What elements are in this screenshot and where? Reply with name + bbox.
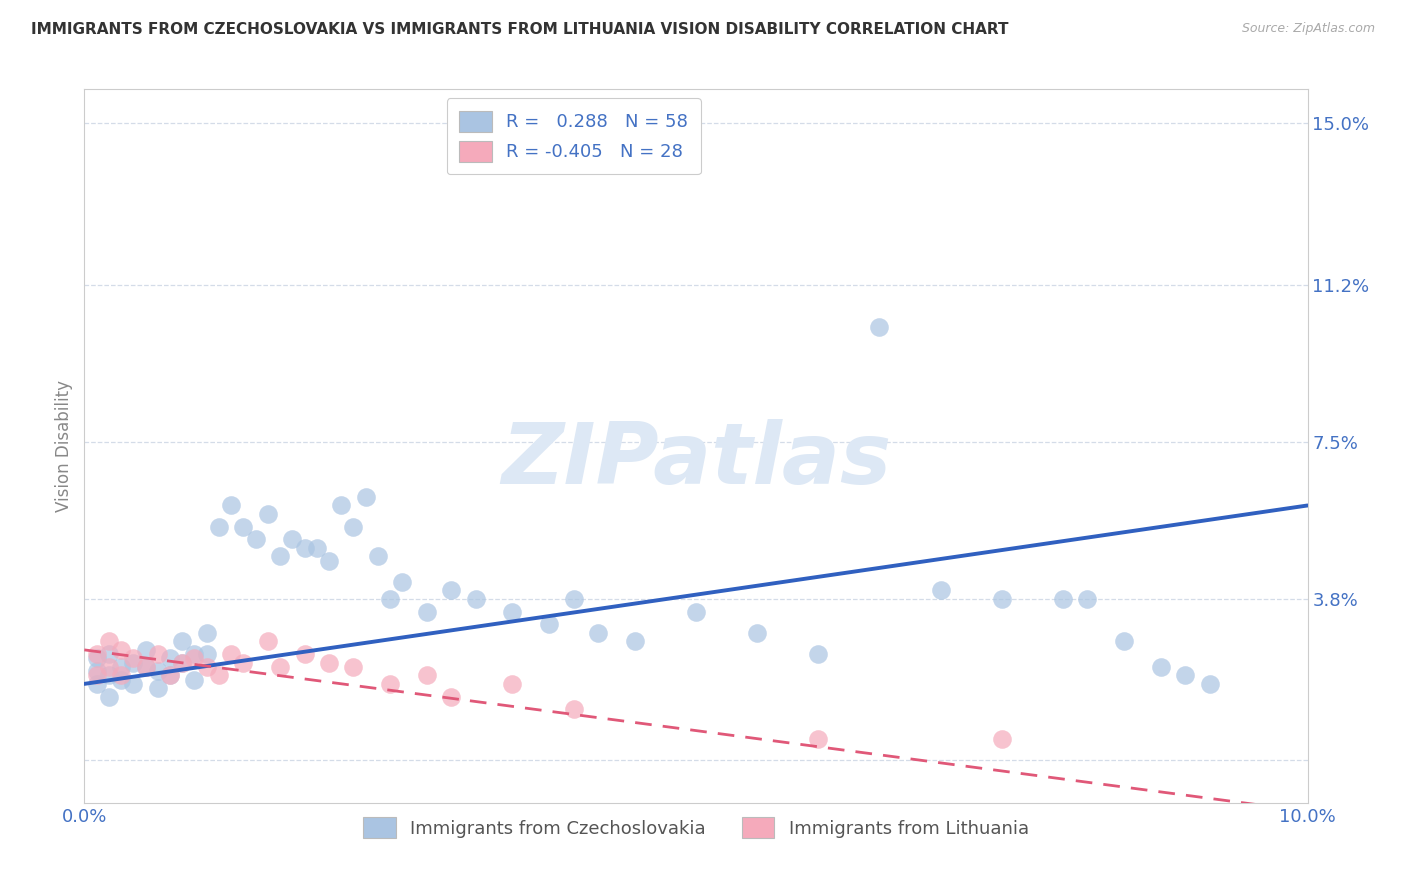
Point xyxy=(232,656,254,670)
Point xyxy=(110,673,132,687)
Point xyxy=(1174,668,1197,682)
Point xyxy=(97,690,120,704)
Point xyxy=(807,732,830,747)
Point xyxy=(929,583,952,598)
Point xyxy=(183,651,205,665)
Point xyxy=(232,519,254,533)
Point xyxy=(195,647,218,661)
Point xyxy=(110,643,132,657)
Point xyxy=(269,549,291,564)
Point xyxy=(342,519,364,533)
Point xyxy=(97,668,120,682)
Point xyxy=(1076,591,1098,606)
Point xyxy=(440,583,463,598)
Point xyxy=(97,647,120,661)
Point xyxy=(110,660,132,674)
Point xyxy=(380,591,402,606)
Point xyxy=(367,549,389,564)
Point xyxy=(991,732,1014,747)
Point xyxy=(208,519,231,533)
Point xyxy=(562,702,585,716)
Point xyxy=(269,660,291,674)
Point xyxy=(219,647,242,661)
Point xyxy=(97,660,120,674)
Point xyxy=(502,677,524,691)
Point xyxy=(342,660,364,674)
Point xyxy=(354,490,377,504)
Point xyxy=(586,626,609,640)
Point xyxy=(747,626,769,640)
Point xyxy=(172,634,194,648)
Point xyxy=(110,668,132,682)
Point xyxy=(86,647,108,661)
Point xyxy=(122,677,145,691)
Point xyxy=(391,574,413,589)
Point xyxy=(294,647,316,661)
Point xyxy=(195,660,218,674)
Point xyxy=(135,643,157,657)
Point xyxy=(86,651,108,665)
Point xyxy=(86,664,108,678)
Point xyxy=(1198,677,1220,691)
Point xyxy=(146,647,169,661)
Text: ZIPatlas: ZIPatlas xyxy=(501,418,891,502)
Point xyxy=(416,605,439,619)
Point xyxy=(86,668,108,682)
Point xyxy=(159,651,181,665)
Point xyxy=(208,668,231,682)
Point xyxy=(440,690,463,704)
Point xyxy=(281,533,304,547)
Point xyxy=(318,656,340,670)
Point xyxy=(257,507,280,521)
Point xyxy=(294,541,316,555)
Point xyxy=(1114,634,1136,648)
Point xyxy=(538,617,561,632)
Y-axis label: Vision Disability: Vision Disability xyxy=(55,380,73,512)
Text: IMMIGRANTS FROM CZECHOSLOVAKIA VS IMMIGRANTS FROM LITHUANIA VISION DISABILITY CO: IMMIGRANTS FROM CZECHOSLOVAKIA VS IMMIGR… xyxy=(31,22,1008,37)
Point xyxy=(172,656,194,670)
Point xyxy=(183,647,205,661)
Point xyxy=(146,664,169,678)
Point xyxy=(464,591,486,606)
Point xyxy=(159,668,181,682)
Point xyxy=(172,656,194,670)
Point xyxy=(86,677,108,691)
Point xyxy=(380,677,402,691)
Point xyxy=(624,634,647,648)
Point xyxy=(97,634,120,648)
Point xyxy=(502,605,524,619)
Point xyxy=(416,668,439,682)
Point xyxy=(195,626,218,640)
Point xyxy=(318,554,340,568)
Point xyxy=(305,541,328,555)
Point xyxy=(122,651,145,665)
Point xyxy=(122,656,145,670)
Text: Source: ZipAtlas.com: Source: ZipAtlas.com xyxy=(1241,22,1375,36)
Point xyxy=(869,320,891,334)
Point xyxy=(135,660,157,674)
Point xyxy=(257,634,280,648)
Point xyxy=(135,660,157,674)
Point xyxy=(183,673,205,687)
Point xyxy=(685,605,707,619)
Legend: Immigrants from Czechoslovakia, Immigrants from Lithuania: Immigrants from Czechoslovakia, Immigran… xyxy=(354,808,1038,847)
Point xyxy=(245,533,267,547)
Point xyxy=(146,681,169,695)
Point xyxy=(219,499,242,513)
Point xyxy=(330,499,353,513)
Point xyxy=(1052,591,1074,606)
Point xyxy=(807,647,830,661)
Point xyxy=(159,668,181,682)
Point xyxy=(562,591,585,606)
Point xyxy=(991,591,1014,606)
Point xyxy=(1150,660,1173,674)
